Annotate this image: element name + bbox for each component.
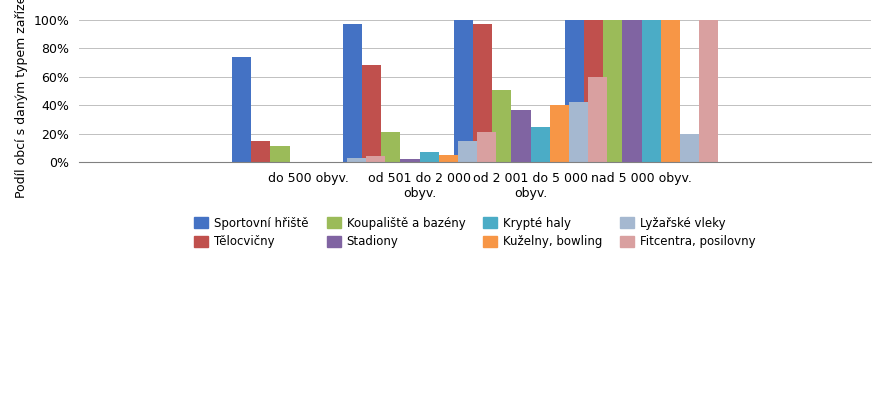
Bar <box>531 127 549 162</box>
Bar <box>603 20 622 162</box>
Bar <box>400 159 420 162</box>
Bar <box>588 77 607 162</box>
Bar <box>569 102 588 162</box>
Bar <box>362 66 381 162</box>
Bar <box>458 141 477 162</box>
Bar <box>661 20 680 162</box>
Bar <box>420 152 439 162</box>
Bar <box>493 90 511 162</box>
Bar <box>565 20 584 162</box>
Bar <box>622 20 641 162</box>
Bar <box>343 24 362 162</box>
Bar <box>381 132 400 162</box>
Bar <box>549 105 569 162</box>
Bar <box>680 134 699 162</box>
Bar <box>439 155 458 162</box>
Bar <box>252 141 270 162</box>
Bar <box>347 158 366 162</box>
Bar <box>270 147 290 162</box>
Bar <box>366 157 385 162</box>
Bar <box>584 20 603 162</box>
Bar <box>473 24 493 162</box>
Bar <box>641 20 661 162</box>
Bar <box>511 109 531 162</box>
Legend: Sportovní hřiště, Tělocvičny, Koupaliště a bazény, Stadiony, Krypté haly, Kuželn: Sportovní hřiště, Tělocvičny, Koupaliště… <box>189 211 762 254</box>
Bar <box>232 57 252 162</box>
Y-axis label: Podíl obcí s daným typem zařízení: Podíl obcí s daným typem zařízení <box>15 0 28 198</box>
Bar <box>454 20 473 162</box>
Bar <box>477 132 496 162</box>
Bar <box>699 20 718 162</box>
